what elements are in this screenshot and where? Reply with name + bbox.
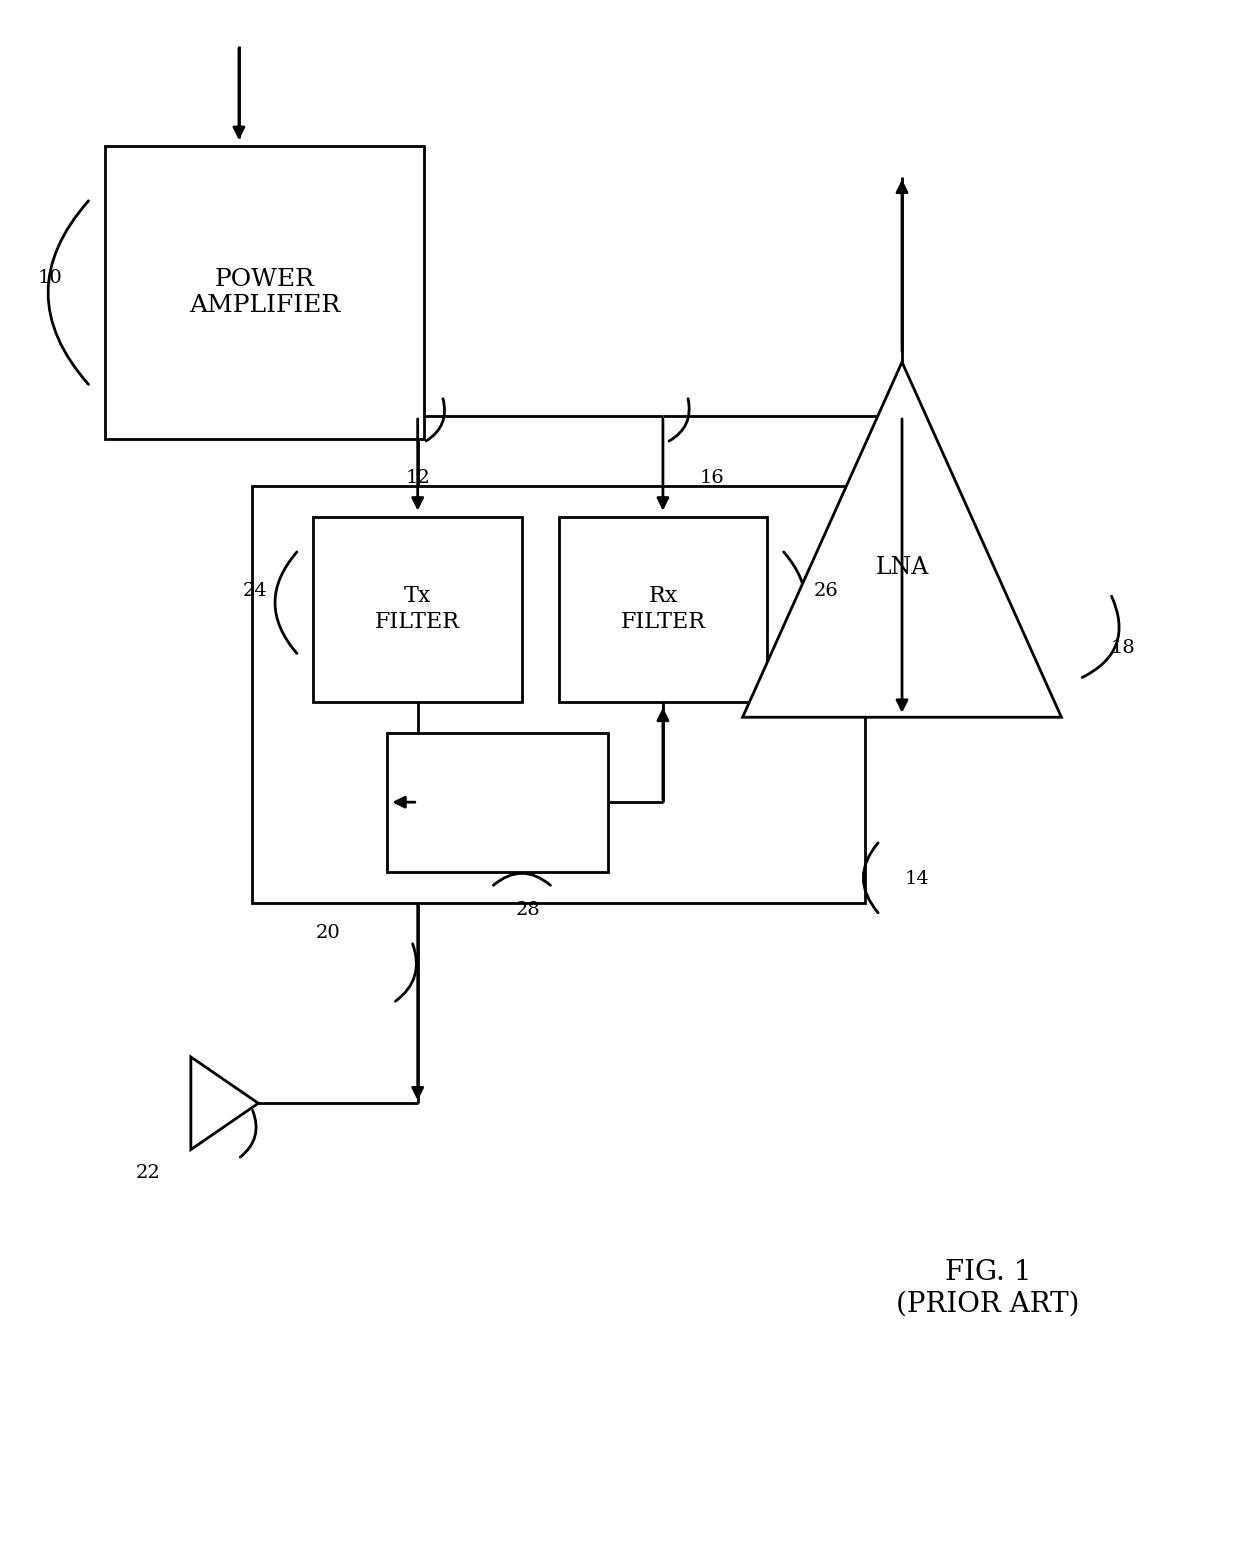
Polygon shape — [191, 1056, 258, 1150]
Text: 24: 24 — [242, 581, 267, 600]
Bar — [387, 732, 608, 871]
Text: FIG. 1
(PRIOR ART): FIG. 1 (PRIOR ART) — [897, 1259, 1080, 1318]
Bar — [252, 486, 866, 902]
Bar — [559, 517, 768, 701]
Text: LNA: LNA — [875, 556, 929, 580]
Text: 18: 18 — [1110, 639, 1135, 657]
Text: 10: 10 — [37, 270, 62, 287]
Text: Rx
FILTER: Rx FILTER — [620, 586, 706, 633]
Text: Tx
FILTER: Tx FILTER — [376, 586, 460, 633]
Text: 16: 16 — [699, 469, 724, 488]
Text: 22: 22 — [135, 1164, 160, 1183]
Text: 12: 12 — [405, 469, 430, 488]
Text: 26: 26 — [813, 581, 838, 600]
Text: 20: 20 — [316, 924, 341, 943]
Bar — [314, 517, 522, 701]
Text: 28: 28 — [516, 901, 541, 919]
Text: POWER
AMPLIFIER: POWER AMPLIFIER — [188, 268, 340, 318]
Bar — [105, 146, 424, 439]
Polygon shape — [743, 361, 1061, 717]
Text: 14: 14 — [904, 871, 929, 888]
